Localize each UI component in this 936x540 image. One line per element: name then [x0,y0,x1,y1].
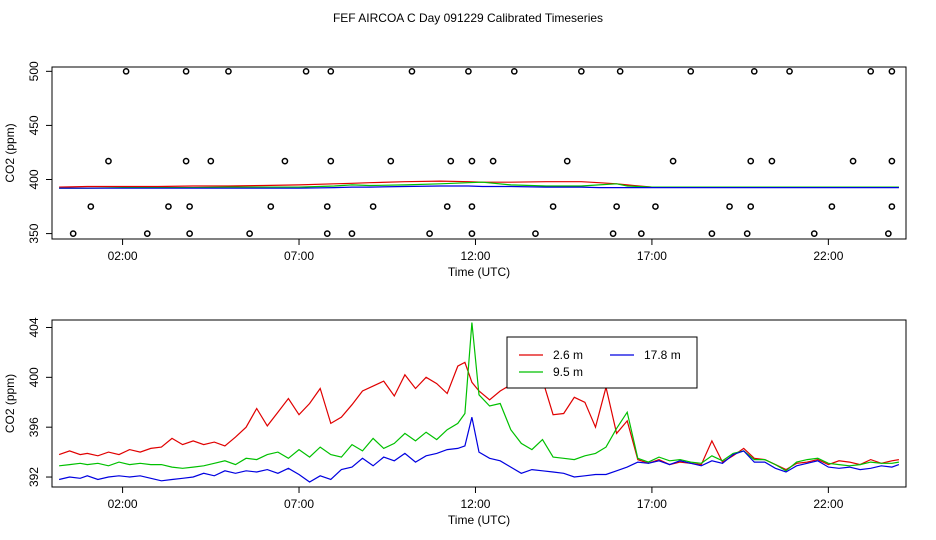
calibration-point [426,230,433,237]
calibration-point [327,67,335,75]
y-tick-label: 400 [27,367,41,387]
x-tick-label: 17:00 [637,249,667,263]
calibration-point [810,230,818,237]
calibration-point [468,203,476,210]
calibration-point [609,230,617,237]
series-line-17-8-mm [58,417,900,483]
top-plot-panel: 02:00 07:00 12:00 17:00 22:00 350 400 450 500 Tim… [3,61,907,279]
y-tick-label: 404 [27,317,41,337]
calibration-point [327,157,335,165]
calibration-point [577,67,585,75]
y-axis-label: CO2 (ppm) [3,374,17,433]
calibration-point [828,203,836,210]
calibration-point [182,67,190,75]
x-axis-label: Time (UTC) [448,513,510,527]
calibration-point [143,230,151,237]
calibration-point [468,230,476,237]
calibration-point [186,203,193,210]
calibration-point [867,67,875,75]
calibration-point [447,157,455,165]
calibration-point [302,67,310,75]
plot-frame [51,66,907,240]
calibration-point [468,157,476,165]
calibration-point [613,203,620,210]
x-tick-label: 07:00 [284,249,314,263]
calibration-point [747,157,755,165]
calibration-point [768,157,776,165]
calibration-point [708,230,716,237]
calibration-point [888,67,896,75]
calibration-point [323,203,331,210]
plot-frame [51,319,907,488]
calibration-point [786,67,793,75]
calibration-point [888,203,896,210]
calibration-point [687,67,695,75]
y-tick-label: 500 [27,61,41,81]
calibration-point [225,67,232,75]
x-tick-label: 22:00 [813,249,843,263]
calibration-point [165,203,172,210]
calibration-point [408,67,416,75]
x-tick-label: 17:00 [637,497,667,511]
legend-entry: 9.5 m [553,365,583,379]
x-tick-label: 07:00 [284,497,314,511]
x-tick-label: 22:00 [813,497,843,511]
calibration-point [369,203,377,210]
y-tick-label: 396 [27,417,41,437]
calibration-point [563,157,571,165]
calibration-point [186,230,193,237]
calibration-point [443,203,451,210]
calibration-point [532,230,539,237]
calibration-point [747,203,755,210]
calibration-point [348,230,356,237]
calibration-point [267,203,275,210]
y-tick-label: 350 [27,223,41,243]
calibration-point [69,230,77,237]
series-line-2-6-mm [58,361,900,471]
y-tick-label: 450 [27,115,41,135]
legend-entry: 2.6 m [553,348,583,362]
calibration-point [387,157,395,165]
y-axis-label: CO2 (ppm) [3,123,17,182]
series-line-9-5-mm [59,322,900,472]
calibration-point [105,157,112,165]
x-tick-label: 12:00 [460,497,490,511]
calibration-point [281,157,289,165]
calibration-point [652,203,659,210]
calibration-point [743,230,751,237]
legend-box [506,336,698,389]
calibration-point [510,67,518,75]
calibration-point [888,157,896,165]
calibration-point [750,67,758,75]
calibration-point [637,230,645,237]
calibration-point [87,203,95,210]
series-line-17-8-mm [59,185,899,189]
calibration-point [246,230,253,237]
calibration-point [207,157,215,165]
calibration-point [616,67,624,75]
calibration-point [182,157,190,165]
calibration-point [849,157,857,165]
x-tick-label: 02:00 [108,249,138,263]
calibration-point [323,230,331,237]
legend-entry: 17.8 m [644,348,681,362]
calibration-point [669,157,677,165]
calibration-point [726,203,733,210]
calibration-point [885,230,892,237]
x-tick-label: 02:00 [108,497,138,511]
calibration-point [465,67,472,75]
x-axis-label: Time (UTC) [448,265,510,279]
x-tick-label: 12:00 [460,249,490,263]
chart-title: FEF AIRCOA C Day 091229 Calibrated Times… [333,11,603,25]
bottom-plot-panel: 02:00 07:00 12:00 17:00 22:00 392 396 400 404 Tim… [3,317,907,527]
calibration-point [122,67,130,75]
y-tick-label: 400 [27,169,41,189]
y-tick-label: 392 [27,467,41,487]
calibration-point [489,157,497,165]
calibration-point [549,203,557,210]
